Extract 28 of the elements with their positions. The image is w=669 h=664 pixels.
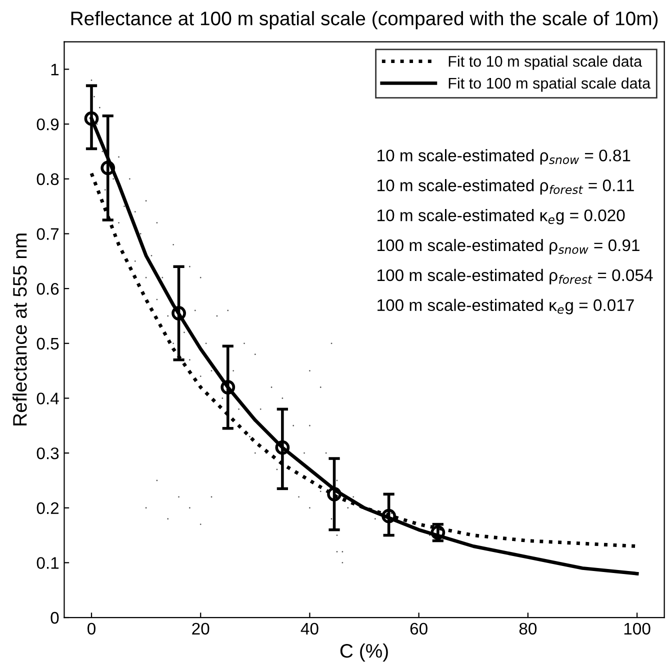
annotation: 100 m scale-estimated ρ$_{snow}$ = 0.91 [378,238,640,254]
x-axis-title: C (%) [340,643,388,662]
x-tick-label: 20 [192,622,210,635]
annotation: 10 m scale-estimated ρ$_{snow}$ = 0.81 [378,149,630,165]
y-tick-label: 0.2 [36,502,59,514]
y-axis-title: Reflectance at 555 nm [12,234,27,426]
x-tick-label: 0 [88,622,96,635]
y-tick-label: 1 [51,64,59,76]
legend-label: Fit to 100 m spatial scale data [448,77,651,92]
chart-title: Reflectance at 100 m spatial scale (compared with the scale of 10m) [71,11,658,30]
x-tick-label: 40 [300,622,318,635]
legend-label: Fit to 10 m spatial scale data [448,56,642,70]
y-tick-label: 0.1 [36,557,59,569]
annotation: 100 m scale-estimated ρ$_{forest}$ = 0.054 [378,268,653,284]
y-tick-label: 0.9 [36,118,59,130]
y-tick-label: 0.4 [36,392,59,404]
x-tick-label: 80 [519,622,537,635]
y-tick-label: 0.5 [36,338,59,350]
x-tick-label: 100 [624,622,650,635]
annotation: 10 m scale-estimated κ$_{e}$g = 0.020 [378,209,625,225]
annotation: 10 m scale-estimated ρ$_{forest}$ = 0.11 [378,179,634,195]
annotation: 100 m scale-estimated κ$_{e}$g = 0.017 [378,298,634,314]
y-tick-label: 0.8 [36,173,59,186]
y-tick-label: 0.3 [36,447,59,460]
y-tick-label: 0.6 [36,282,59,295]
y-tick-label: 0.7 [36,228,59,240]
y-tick-label: 0 [50,612,59,624]
x-tick-label: 60 [410,622,428,635]
